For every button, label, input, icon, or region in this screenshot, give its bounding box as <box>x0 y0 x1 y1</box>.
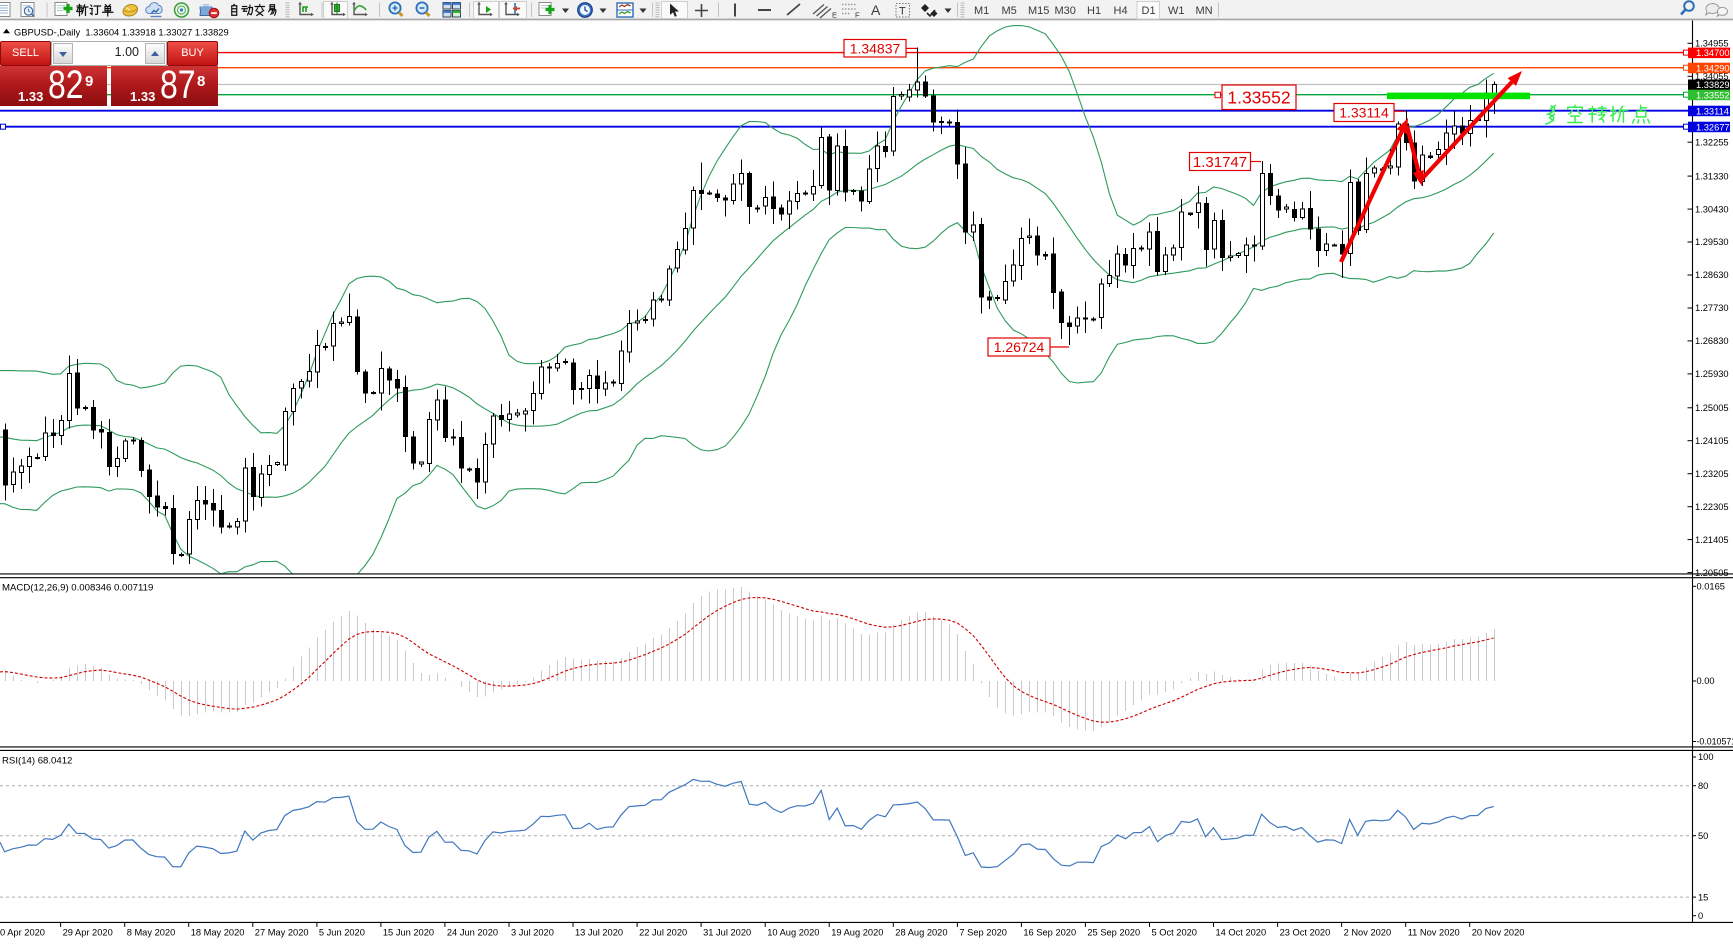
svg-text:T: T <box>899 6 906 18</box>
svg-text:15: 15 <box>1698 892 1708 902</box>
svg-text:M30: M30 <box>1055 5 1076 17</box>
svg-text:15 Jun 2020: 15 Jun 2020 <box>383 928 434 938</box>
svg-text:F: F <box>855 11 860 20</box>
svg-text:27 May 2020: 27 May 2020 <box>255 928 309 938</box>
svg-text:1.34700: 1.34700 <box>1696 48 1730 58</box>
svg-text:1.33114: 1.33114 <box>1696 106 1729 116</box>
svg-text:M15: M15 <box>1028 5 1049 17</box>
svg-text:5 Jun 2020: 5 Jun 2020 <box>319 928 365 938</box>
svg-text:GBPUSD-,Daily 1.33604 1.33918: GBPUSD-,Daily 1.33604 1.33918 1.33027 1.… <box>14 27 229 38</box>
svg-text:18 May 2020: 18 May 2020 <box>191 928 245 938</box>
svg-text:23 Oct 2020: 23 Oct 2020 <box>1280 928 1331 938</box>
svg-text:50: 50 <box>1698 831 1708 841</box>
svg-text:1.30430: 1.30430 <box>1695 204 1729 214</box>
svg-text:H4: H4 <box>1114 5 1128 17</box>
svg-text:H1: H1 <box>1087 5 1101 17</box>
svg-text:29 Apr 2020: 29 Apr 2020 <box>63 928 113 938</box>
svg-text:16 Sep 2020: 16 Sep 2020 <box>1023 928 1076 938</box>
svg-text:1.32677: 1.32677 <box>1696 122 1730 132</box>
svg-text:D1: D1 <box>1142 5 1156 17</box>
svg-text:A: A <box>871 2 881 18</box>
svg-text:1.33114: 1.33114 <box>1339 105 1389 121</box>
svg-text:19 Aug 2020: 19 Aug 2020 <box>831 928 883 938</box>
svg-text:20 Apr 2020: 20 Apr 2020 <box>0 928 45 938</box>
svg-text:5 Oct 2020: 5 Oct 2020 <box>1152 928 1197 938</box>
svg-text:0.0165: 0.0165 <box>1697 582 1725 592</box>
svg-text:1.21405: 1.21405 <box>1695 535 1729 545</box>
svg-text:2 Nov 2020: 2 Nov 2020 <box>1344 928 1392 938</box>
svg-text:13 Jul 2020: 13 Jul 2020 <box>575 928 623 938</box>
svg-text:1.28630: 1.28630 <box>1695 270 1729 280</box>
svg-text:14 Oct 2020: 14 Oct 2020 <box>1216 928 1267 938</box>
svg-text:1.32255: 1.32255 <box>1695 137 1729 147</box>
svg-text:20 Nov 2020: 20 Nov 2020 <box>1472 928 1525 938</box>
svg-text:M5: M5 <box>1002 5 1017 17</box>
svg-text:M1: M1 <box>974 5 989 17</box>
svg-text:1.34290: 1.34290 <box>1696 63 1730 73</box>
svg-text:11 Nov 2020: 11 Nov 2020 <box>1408 928 1460 938</box>
svg-text:-0.010571: -0.010571 <box>1697 737 1733 747</box>
svg-text:1.31747: 1.31747 <box>1193 154 1247 171</box>
svg-text:28 Aug 2020: 28 Aug 2020 <box>895 928 947 938</box>
svg-text:0.00: 0.00 <box>1697 676 1715 686</box>
svg-text:7 Sep 2020: 7 Sep 2020 <box>959 928 1007 938</box>
svg-text:1.29530: 1.29530 <box>1695 237 1729 247</box>
svg-text:1.25005: 1.25005 <box>1695 403 1729 413</box>
svg-text:1.25930: 1.25930 <box>1695 369 1729 379</box>
svg-text:1.27730: 1.27730 <box>1695 303 1729 313</box>
svg-text:22 Jul 2020: 22 Jul 2020 <box>639 928 687 938</box>
svg-text:24 Jun 2020: 24 Jun 2020 <box>447 928 498 938</box>
svg-text:25 Sep 2020: 25 Sep 2020 <box>1087 928 1140 938</box>
svg-text:10 Aug 2020: 10 Aug 2020 <box>767 928 819 938</box>
svg-text:1.26724: 1.26724 <box>994 339 1045 355</box>
svg-text:1.33552: 1.33552 <box>1227 88 1290 108</box>
svg-text:31 Jul 2020: 31 Jul 2020 <box>703 928 751 938</box>
svg-text:MACD(12,26,9) 0.008346 0.00711: MACD(12,26,9) 0.008346 0.007119 <box>2 583 153 594</box>
svg-text:1.23205: 1.23205 <box>1695 469 1729 479</box>
svg-text:0: 0 <box>1698 911 1703 921</box>
svg-text:E: E <box>832 11 837 20</box>
svg-text:1.22305: 1.22305 <box>1695 502 1729 512</box>
svg-text:1.31330: 1.31330 <box>1695 171 1729 181</box>
svg-text:80: 80 <box>1698 781 1708 791</box>
svg-text:1.33829: 1.33829 <box>1696 80 1730 90</box>
svg-text:1.24105: 1.24105 <box>1695 436 1729 446</box>
svg-text:MN: MN <box>1196 5 1213 17</box>
svg-text:1.33552: 1.33552 <box>1696 90 1730 100</box>
svg-text:1.26830: 1.26830 <box>1695 336 1729 346</box>
svg-text:8 May 2020: 8 May 2020 <box>127 928 176 938</box>
svg-text:W1: W1 <box>1168 5 1185 17</box>
svg-text:100: 100 <box>1698 752 1714 762</box>
svg-text:1.34837: 1.34837 <box>850 40 901 56</box>
svg-text:1.20505: 1.20505 <box>1695 568 1729 578</box>
svg-text:3 Jul 2020: 3 Jul 2020 <box>511 928 554 938</box>
svg-text:1.34955: 1.34955 <box>1695 39 1729 49</box>
svg-text:RSI(14) 68.0412: RSI(14) 68.0412 <box>2 756 72 767</box>
